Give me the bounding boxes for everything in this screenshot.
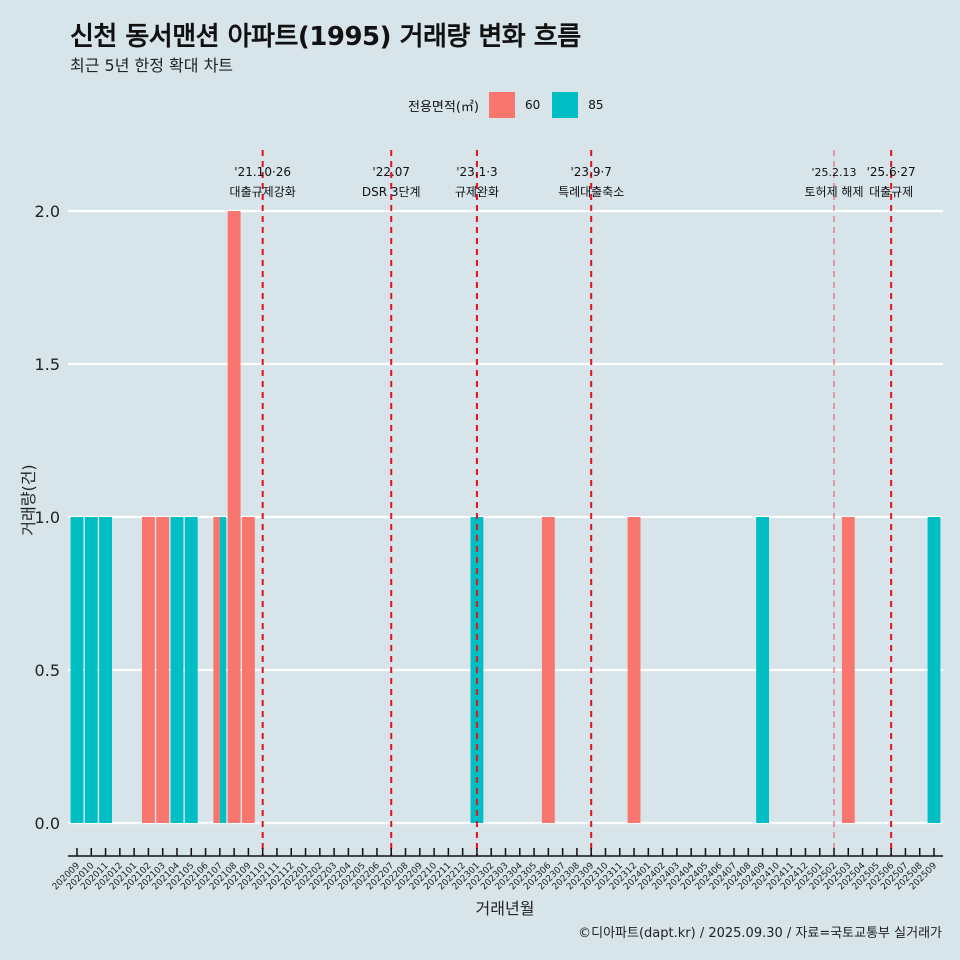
event-date-202207: '22.07: [372, 165, 410, 179]
legend-swatch-60: [488, 92, 515, 118]
chart-subtitle: 최근 5년 한정 확대 차트: [70, 56, 234, 75]
bar-85-202011: [99, 517, 112, 823]
bar-85-202104: [170, 517, 184, 823]
event-label-202309: 특례대출축소: [558, 185, 624, 199]
chart-title: 신천 동서맨션 아파트(1995) 거래량 변화 흐름: [70, 22, 581, 52]
event-label-202506: 대출규제: [869, 185, 913, 199]
event-label-202207: DSR 3단계: [362, 185, 421, 199]
legend: 전용면적(㎡) 60 85: [408, 92, 616, 118]
bar-60-202108: [227, 211, 241, 823]
legend-label-60: 60: [524, 98, 541, 112]
y-axis-title: 거래량(건): [19, 464, 38, 535]
bar-85-202010: [84, 517, 98, 823]
bar-85-202107: [219, 517, 227, 823]
event-label-202502: 토허제 해제: [805, 185, 864, 199]
bar-60-202306: [541, 517, 555, 823]
bar-60-202107: [213, 517, 220, 823]
legend-label-85: 85: [588, 98, 604, 112]
bar-85-202105: [184, 517, 198, 823]
bar-85-202009: [70, 517, 84, 823]
y-tick-label: 2.0: [35, 202, 60, 221]
bar-85-202409: [756, 517, 770, 823]
bar-60-202102: [141, 517, 155, 823]
event-date-202301: '23.1·3: [456, 165, 497, 179]
y-tick-label: 0.0: [35, 814, 60, 833]
bar-60-202312: [627, 517, 641, 823]
event-date-202506: '25.6·27: [867, 165, 916, 179]
event-label-202110: 대출규제강화: [230, 185, 296, 199]
event-date-202110: '21.10·26: [234, 165, 291, 179]
bar-60-202503: [841, 517, 855, 823]
event-label-202301: 규제완화: [455, 185, 499, 199]
bar-60-202103: [156, 517, 170, 823]
footer-credit: ©디아파트(dapt.kr) / 2025.09.30 / 자료=국토교통부 실…: [578, 926, 942, 941]
bar-60-202109: [241, 517, 255, 823]
x-axis-title: 거래년월: [476, 899, 535, 918]
y-tick-label: 1.0: [35, 508, 60, 527]
legend-swatch-85: [552, 92, 579, 118]
y-tick-label: 1.5: [35, 355, 60, 374]
event-date-202309: '23.9·7: [570, 165, 611, 179]
y-tick-label: 0.5: [35, 661, 60, 680]
legend-title: 전용면적(㎡): [408, 99, 479, 115]
event-date-202502: '25.2.13: [812, 166, 857, 179]
bar-85-202509: [927, 517, 941, 823]
